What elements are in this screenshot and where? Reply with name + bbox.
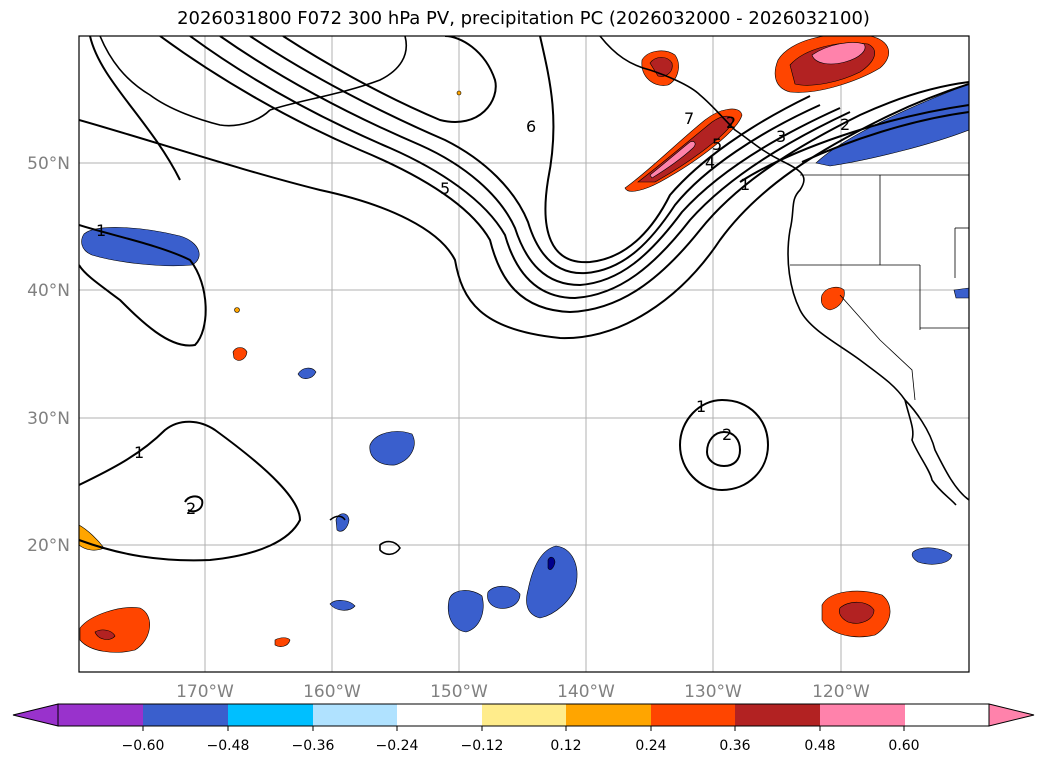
lon-label-130w: 130°W (684, 682, 742, 702)
longitude-labels: 170°W 160°W 150°W 140°W 130°W 120°W (176, 682, 870, 702)
lon-label-170w: 170°W (176, 682, 234, 702)
contour-label: 5 (440, 179, 450, 198)
contour-label: 2 (840, 115, 850, 134)
colorbar-segments (58, 704, 905, 726)
contour-label: 1 (134, 443, 144, 462)
lon-label-160w: 160°W (303, 682, 361, 702)
colorbar-tick-label: −0.24 (376, 738, 419, 754)
colorbar-tick-label: −0.48 (207, 738, 250, 754)
colorbar-tick-label: 0.24 (635, 738, 666, 754)
colorbar-segment (735, 704, 820, 726)
contour-label: 1 (740, 175, 750, 194)
contour-label: 2 (726, 113, 736, 132)
contour-label: 6 (526, 117, 536, 136)
lat-label-50n: 50°N (27, 154, 70, 174)
colorbar-tick-label: 0.48 (804, 738, 835, 754)
colorbar-segment (228, 704, 313, 726)
contour-label: 5 (712, 135, 722, 154)
lat-label-20n: 20°N (27, 536, 70, 556)
colorbar-segment (58, 704, 143, 726)
latitude-labels: 50°N 40°N 30°N 20°N (27, 154, 70, 556)
contour-label: 7 (684, 109, 694, 128)
colorbar-segment (313, 704, 398, 726)
colorbar-tick-label: 0.60 (888, 738, 919, 754)
colorbar-segment (566, 704, 651, 726)
colorbar-tick-label: −0.12 (461, 738, 504, 754)
colorbar-segment (820, 704, 905, 726)
colorbar-extend-left (13, 704, 58, 726)
lat-label-30n: 30°N (27, 409, 70, 429)
contour-label: 1 (696, 397, 706, 416)
colorbar-segment (143, 704, 228, 726)
lon-label-120w: 120°W (812, 682, 870, 702)
lat-label-40n: 40°N (27, 281, 70, 301)
colorbar: −0.60 −0.48 −0.36 −0.24 −0.12 0.12 0.24 0.36 0.4… (13, 704, 1034, 754)
plot-area (79, 36, 969, 672)
colorbar-tick-label: −0.60 (122, 738, 165, 754)
colorbar-segment (651, 704, 736, 726)
lon-label-150w: 150°W (430, 682, 488, 702)
contour-label: 2 (722, 425, 732, 444)
colorbar-ticks: −0.60 −0.48 −0.36 −0.24 −0.12 0.12 0.24 0.36 0.4… (122, 726, 920, 754)
contour-label: 4 (705, 153, 715, 172)
colorbar-tick-label: 0.12 (550, 738, 581, 754)
colorbar-segment (482, 704, 567, 726)
colorbar-extend-right (989, 704, 1034, 726)
map-canvas: 1 2 3 4 5 6 7 5 1 2 1 2 1 2 50°N 40°N 30… (0, 0, 1047, 765)
colorbar-tick-label: 0.36 (719, 738, 750, 754)
contour-label: 2 (186, 499, 196, 518)
contour-label: 3 (776, 127, 786, 146)
contour-label: 1 (96, 221, 106, 240)
colorbar-segment (397, 704, 482, 726)
colorbar-tick-label: −0.36 (292, 738, 335, 754)
lon-label-140w: 140°W (557, 682, 615, 702)
